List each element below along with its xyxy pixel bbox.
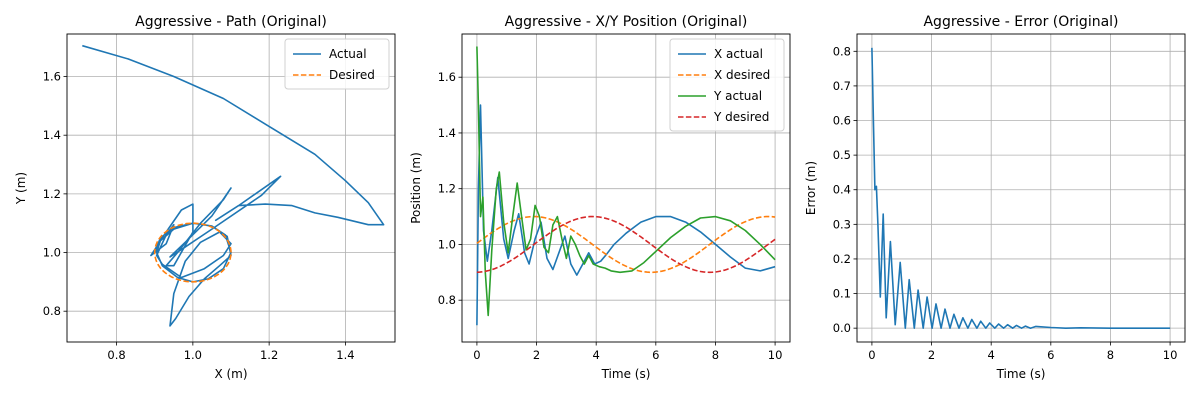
x-tick-label: 2 (533, 348, 540, 362)
x-tick-label: 1.4 (336, 348, 354, 362)
chart-title: Aggressive - Error (Original) (923, 14, 1118, 30)
axes-frame (856, 33, 1186, 343)
axes-frame (461, 33, 791, 343)
legend-label: Desired (329, 68, 375, 82)
y-tick-label: 0.8 (438, 293, 456, 307)
chart-title: Aggressive - Path (Original) (135, 14, 327, 30)
legend-label: Actual (329, 47, 367, 61)
legend-box (669, 38, 785, 132)
series-line-desired (153, 222, 232, 283)
x-tick-label: 4 (988, 348, 995, 362)
y-tick-label: 1.2 (438, 182, 456, 196)
x-axis-label: Time (s) (601, 367, 651, 381)
series-line-y-actual (476, 46, 776, 317)
y-tick-label: 0.8 (43, 304, 61, 318)
y-tick-label: 1.4 (438, 126, 456, 140)
y-tick-label: 1.0 (438, 237, 456, 251)
y-tick-label: 1.6 (43, 70, 61, 84)
y-tick-label: 1.2 (43, 187, 61, 201)
series-line-x-desired (476, 215, 776, 274)
y-tick-label: 0.7 (833, 79, 851, 93)
axes-frame (66, 33, 396, 343)
legend: Actual Desired (284, 38, 390, 90)
x-tick-label: 0.8 (107, 348, 125, 362)
y-tick-label: 0.8 (833, 44, 851, 58)
legend-label: X desired (714, 68, 770, 82)
x-axis-label: Time (s) (996, 367, 1046, 381)
x-axis-label: X (m) (214, 367, 247, 381)
y-tick-label: 1.0 (43, 246, 61, 260)
y-tick-label: 0.5 (833, 148, 851, 162)
x-tick-label: 8 (1107, 348, 1114, 362)
x-tick-label: 6 (1047, 348, 1054, 362)
y-tick-label: 0.6 (833, 114, 851, 128)
y-axis-label: Position (m) (409, 152, 423, 224)
x-tick-label: 0 (868, 348, 875, 362)
x-tick-label: 10 (768, 348, 783, 362)
legend-label: Y actual (713, 89, 762, 103)
x-tick-label: 1.2 (260, 348, 278, 362)
y-axis-label: Y (m) (14, 172, 28, 205)
series-line-error (871, 47, 1171, 329)
legend-label: X actual (714, 47, 763, 61)
legend-box (284, 38, 390, 90)
y-tick-label: 0.1 (833, 287, 851, 301)
legend-label: Y desired (713, 110, 769, 124)
series-line-y-desired (476, 215, 776, 274)
series-line-actual (82, 44, 385, 327)
y-tick-label: 1.6 (438, 70, 456, 84)
y-axis-label: Error (m) (804, 161, 818, 215)
y-tick-label: 0.0 (833, 321, 851, 335)
y-tick-label: 1.4 (43, 128, 61, 142)
x-tick-label: 2 (928, 348, 935, 362)
x-tick-label: 10 (1163, 348, 1178, 362)
chart-panel-2: 0 2 4 6 8 10 0.8 1.0 1.2 1.4 1.6 Aggressive - X/Y P… (409, 14, 791, 381)
chart-panel-1: 0.8 1.0 1.2 1.4 0.8 1.0 1.2 1.4 1.6 Aggressive - … (14, 14, 396, 381)
chart-panel-3: 0 2 4 6 8 10 0.0 0.1 0.2 0.3 0.4 0.5 0.6 0.7 0.8 Aggres… (804, 14, 1186, 381)
y-tick-label: 0.3 (833, 217, 851, 231)
chart-title: Aggressive - X/Y Position (Original) (505, 14, 748, 30)
x-tick-label: 6 (652, 348, 659, 362)
legend: X actual X desired Y actual Y desired (669, 38, 785, 132)
y-tick-label: 0.4 (833, 183, 851, 197)
x-tick-label: 0 (473, 348, 480, 362)
x-tick-label: 4 (593, 348, 600, 362)
x-tick-label: 1.0 (184, 348, 202, 362)
x-tick-label: 8 (712, 348, 719, 362)
y-tick-label: 0.2 (833, 252, 851, 266)
